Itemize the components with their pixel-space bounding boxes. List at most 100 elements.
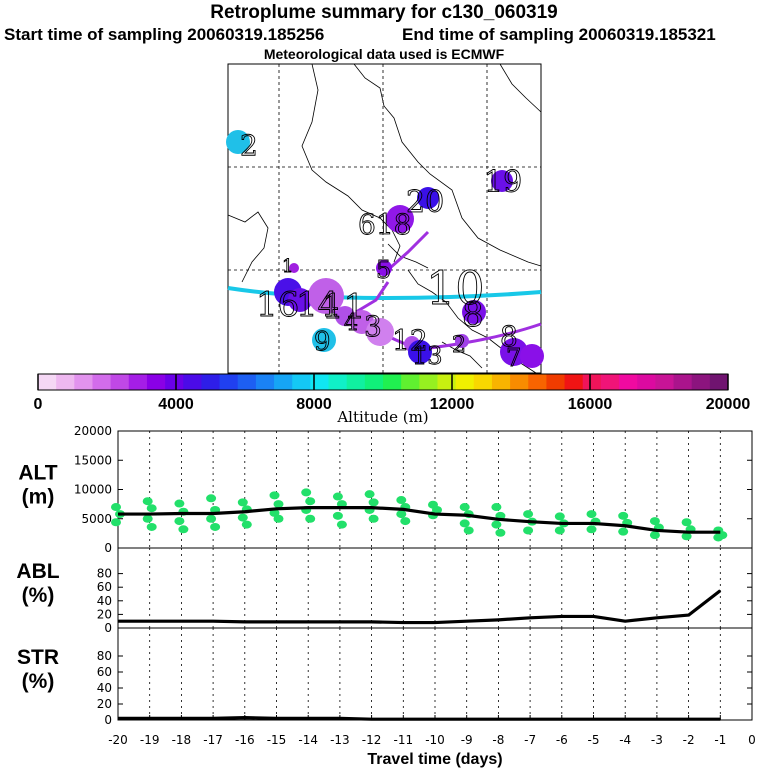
plume-dot [455,334,469,348]
altitude-sample-point [111,503,121,512]
plume-dot [491,170,513,192]
colorbar-swatch [437,374,457,390]
y-axis-label: (%) [22,584,55,607]
plume-dot [408,340,432,364]
altitude-sample-point [618,511,629,520]
colorbar-swatch [401,374,420,390]
colorbar-swatch [491,374,511,390]
plume-label: 2 [452,333,466,358]
x-tick-label: -12 [362,733,382,747]
colorbar-swatch [292,374,311,390]
colorbar-swatch [419,374,438,390]
altitude-sample-point [178,525,189,534]
colorbar-swatch [691,374,711,390]
end-time-label: End time of sampling 20060319.185321 [402,25,716,44]
altitude-sample-point [554,512,565,521]
altitude-sample-point [305,497,316,506]
y-axis-label: ALT [18,462,57,485]
altitude-sample-point [237,513,248,522]
x-tick-label: -6 [556,733,568,747]
colorbar-swatch [528,374,547,390]
x-tick-label: -11 [393,733,413,747]
plume-dot [312,328,336,352]
y-tick-label: 80 [97,649,112,663]
altitude-sample-point [491,520,502,529]
plume-dot [308,278,344,314]
altitude-sample-point [649,517,660,526]
altitude-sample-point [618,527,629,536]
colorbar-swatch [510,374,529,390]
altitude-sample-point [336,520,347,529]
colorbar-tick-label: 8000 [296,396,332,413]
altitude-sample-point [459,503,470,512]
altitude-sample-point [523,526,534,535]
altitude-sample-point [210,522,221,531]
x-tick-label: -4 [619,733,631,747]
y-tick-label: 60 [97,665,112,679]
altitude-sample-point [681,518,692,527]
altitude-sample-point [269,491,280,500]
colorbar-swatch [74,374,93,390]
plume-label: 8 [462,295,484,335]
altitude-sample-point [142,497,153,506]
plume-label: 12 [392,324,428,357]
plume-label: 1 [282,256,293,277]
colorbar-swatch [56,374,75,390]
altitude-sample-point [273,514,284,523]
y-tick-label: 40 [97,594,112,608]
colorbar-swatch [219,374,239,390]
altitude-sample-point [301,488,312,497]
x-tick-label: -15 [267,733,287,747]
plume-label: 8 [500,320,518,353]
plume-label: 4 [344,311,358,336]
start-time-label: Start time of sampling 20060319.185256 [4,25,325,44]
y-tick-label: 20 [97,697,112,711]
altitude-sample-point [206,514,217,523]
colorbar-swatch [92,374,112,390]
x-axis-label: Travel time (days) [367,751,502,768]
colorbar-swatch [146,374,166,390]
y-tick-label: 20000 [74,424,112,438]
colorbar-swatch [201,374,221,390]
met-data-label: Meteorological data used is ECMWF [263,46,505,62]
colorbar-swatch [310,374,330,390]
plume-dot [226,130,250,154]
trajectory-purple-branch [355,281,390,314]
altitude-sample-point [396,496,407,505]
x-tick-label: -2 [683,733,695,747]
colorbar-swatch [564,374,584,390]
altitude-sample-point [396,510,407,519]
y-tick-label: 80 [97,567,112,581]
colorbar-swatch [655,374,675,390]
y-tick-label: 15000 [74,453,112,467]
trajectory-purple-upper [389,230,430,270]
altitude-sample-point [495,528,506,537]
plume-label: 16 [256,285,299,325]
plume-dot [376,260,392,276]
x-tick-label: -20 [108,733,128,747]
colorbar-swatch [600,374,620,390]
x-tick-label: -17 [203,733,223,747]
x-tick-label: -1 [714,733,726,747]
series-line-str [118,715,721,721]
altitude-sample-point [174,517,185,526]
altitude-sample-point [111,518,121,527]
colorbar-swatch [364,374,384,390]
x-tick-label: -19 [140,733,160,747]
altitude-sample-point [269,508,280,517]
altitude-sample-point [305,514,316,523]
plume-label: 9 [314,327,331,357]
altitude-sample-point [241,520,252,529]
colorbar-swatch [237,374,257,390]
colorbar-swatch [637,374,656,390]
altitude-sample-point [586,525,597,534]
x-tick-label: -8 [492,733,504,747]
colorbar-swatch [673,374,693,390]
plume-label: 20 [406,185,444,220]
x-tick-label: -5 [588,733,600,747]
x-tick-label: -10 [425,733,445,747]
colorbar-swatch [383,374,402,390]
altitude-sample-point [332,511,343,520]
y-tick-label: 0 [104,541,112,555]
